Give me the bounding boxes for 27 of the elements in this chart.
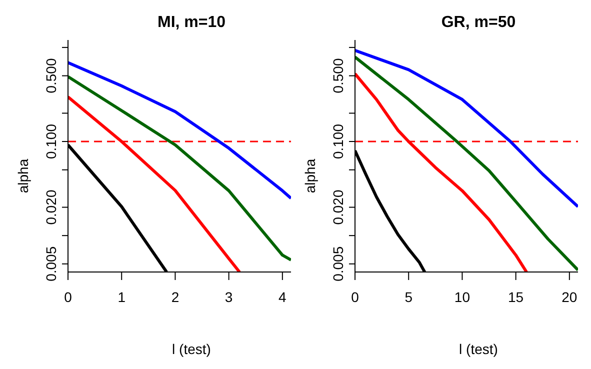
x-tick-label: 3 [224, 288, 233, 305]
y-tick-label: 0.005 [330, 246, 346, 282]
y-tick-label: 0.005 [43, 246, 59, 282]
y-tick-label: 0.020 [43, 190, 59, 225]
line-series [68, 61, 291, 200]
line-series [68, 75, 291, 262]
x-tick-label: 1 [118, 288, 126, 305]
x-tick-label: 2 [171, 288, 180, 305]
y-tick-label: 0.100 [43, 124, 59, 160]
x-tick-label: 10 [454, 288, 470, 305]
y-tick-label: 0.020 [330, 190, 346, 225]
y-tick-label: 0.500 [43, 58, 59, 94]
y-tick-label: 0.500 [330, 58, 346, 94]
chart-title: GR, m=50 [440, 14, 517, 32]
x-tick-label: 5 [404, 288, 413, 305]
x-tick-label: 20 [562, 288, 578, 305]
y-tick-label: 0.100 [330, 124, 346, 160]
chart-title: MI, m=10 [156, 14, 227, 32]
x-axis-title: l (test) [171, 341, 212, 357]
x-tick-label: 0 [64, 288, 72, 305]
line-series [355, 48, 578, 208]
y-axis-title: alpha [302, 158, 318, 196]
y-axis-title: alpha [15, 158, 31, 196]
x-tick-label: 4 [278, 288, 287, 305]
x-axis-title: l (test) [458, 341, 499, 357]
x-tick-label: 15 [508, 288, 524, 305]
x-tick-label: 0 [351, 288, 360, 305]
